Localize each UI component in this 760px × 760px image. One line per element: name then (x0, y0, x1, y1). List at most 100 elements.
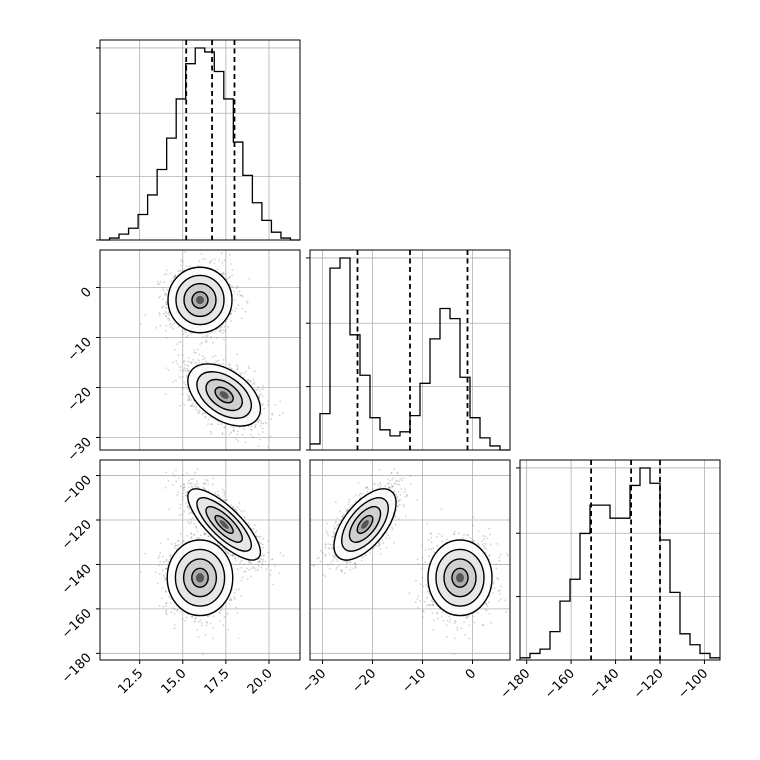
sample-point (232, 429, 235, 432)
sample-point (166, 613, 168, 615)
sample-point (162, 298, 164, 300)
sample-point (235, 588, 238, 591)
sample-point (207, 615, 209, 618)
sample-point (157, 283, 160, 286)
sample-point (279, 400, 282, 403)
sample-point (162, 313, 165, 315)
sample-point (179, 366, 182, 369)
sample-point (159, 281, 162, 283)
sample-point (165, 315, 168, 318)
sample-point (174, 542, 176, 545)
sample-point (165, 273, 168, 276)
histogram-p0 (96, 39, 301, 241)
sample-point (164, 330, 167, 332)
sample-point (253, 524, 256, 527)
sample-point (184, 251, 187, 253)
sample-point (238, 508, 241, 511)
sample-point (237, 440, 240, 442)
sample-point (176, 544, 179, 547)
sample-point (229, 603, 231, 605)
sample-point (169, 272, 172, 275)
sample-point (163, 281, 166, 284)
sample-point (253, 383, 256, 385)
sample-point (206, 621, 209, 624)
sample-point (234, 508, 236, 511)
sample-point (249, 428, 252, 431)
sample-point (197, 620, 200, 623)
sample-point (185, 616, 188, 619)
sample-point (262, 422, 265, 425)
sample-point (229, 253, 231, 256)
sample-point (240, 294, 242, 297)
sample-point (211, 331, 214, 333)
sample-point (230, 599, 233, 602)
sample-point (163, 561, 166, 563)
sample-point (179, 376, 182, 379)
sample-point (179, 369, 182, 372)
sample-point (221, 547, 224, 549)
sample-point (261, 404, 264, 406)
sample-point (185, 374, 188, 377)
sample-point (196, 348, 199, 351)
sample-point (186, 534, 189, 537)
sample-point (184, 369, 187, 372)
sample-point (178, 269, 181, 272)
sample-point (250, 425, 253, 428)
sample-point (247, 378, 250, 381)
sample-point (258, 419, 261, 421)
sample-point (221, 433, 224, 436)
sample-point (190, 404, 193, 407)
sample-point (192, 358, 195, 361)
sample-point (205, 624, 208, 627)
sample-point (164, 306, 167, 309)
sample-point (236, 368, 239, 371)
sample-point (166, 563, 169, 566)
sample-point (282, 554, 285, 557)
sample-point (159, 542, 162, 545)
sample-point (248, 277, 251, 280)
panel-content (100, 250, 300, 450)
sample-point (175, 379, 177, 382)
sample-point (260, 412, 263, 415)
sample-point (224, 548, 226, 551)
sample-point (201, 258, 204, 260)
sample-point (234, 557, 237, 560)
sample-point (243, 516, 246, 519)
sample-point (212, 477, 214, 480)
sample-point (266, 404, 269, 406)
sample-point (236, 285, 239, 288)
sample-point (168, 508, 171, 511)
sample-point (157, 557, 160, 560)
sample-point (164, 591, 167, 593)
sample-point (168, 596, 171, 598)
sample-point (187, 364, 190, 367)
sample-point (253, 370, 256, 372)
sample-point (198, 361, 201, 364)
sample-point (165, 560, 168, 562)
sample-point (165, 471, 168, 474)
sample-point (155, 571, 158, 574)
sample-point (190, 511, 193, 514)
sample-point (186, 490, 189, 493)
sample-point (158, 572, 161, 575)
sample-point (243, 563, 246, 566)
sample-point (248, 524, 251, 526)
sample-point (165, 325, 168, 327)
sample-point (165, 610, 168, 613)
sample-point (169, 554, 171, 557)
sample-point (165, 589, 167, 592)
sample-point (178, 365, 181, 368)
sample-point (235, 287, 238, 289)
sample-point (198, 410, 201, 412)
sample-point (177, 354, 180, 357)
sample-point (260, 558, 263, 561)
sample-point (262, 558, 265, 561)
sample-point (228, 433, 231, 436)
sample-point (208, 614, 211, 617)
sample-point (197, 359, 200, 362)
density-core-1 (219, 391, 229, 399)
sample-point (164, 393, 167, 395)
sample-point (237, 506, 239, 509)
sample-point (271, 412, 273, 415)
sample-point (162, 289, 165, 292)
